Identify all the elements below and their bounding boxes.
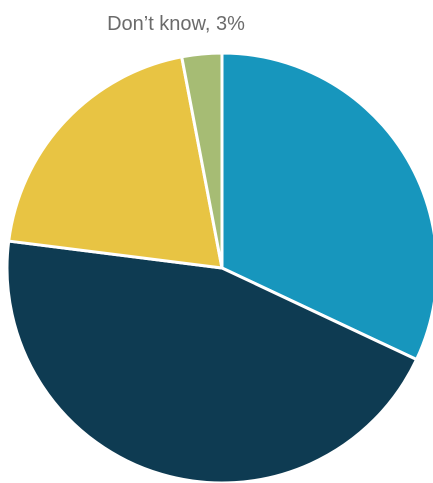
slice-label-dont-know: Don’t know, 3% xyxy=(107,13,245,35)
pie-slices xyxy=(5,51,433,483)
pie-slice-3 xyxy=(7,55,224,270)
pie-slice-2 xyxy=(5,239,419,483)
pie-slice-dont-know xyxy=(180,51,224,270)
pie-slice-1 xyxy=(220,51,433,362)
